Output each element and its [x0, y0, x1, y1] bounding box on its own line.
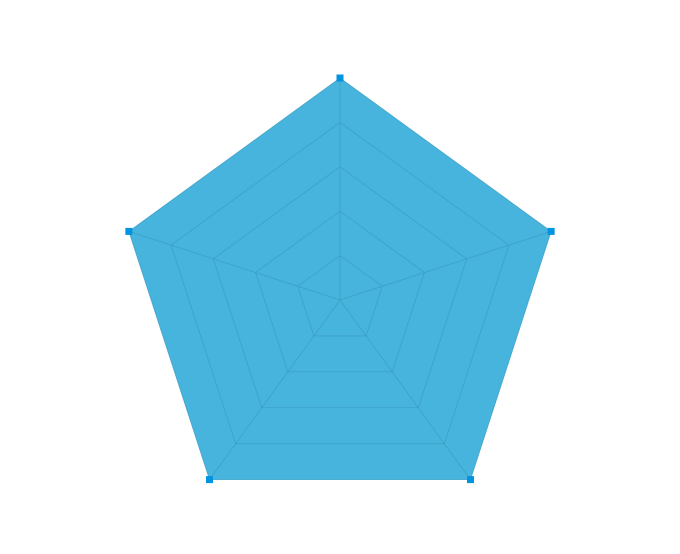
axis-line: [209, 299, 341, 480]
data-point: [547, 227, 555, 235]
axis-line: [128, 231, 341, 301]
data-point: [336, 74, 344, 82]
grid-ring: [255, 210, 425, 373]
data-point: [125, 227, 133, 235]
data-point: [206, 476, 214, 484]
axis-line: [339, 299, 471, 480]
grid-ring: [297, 255, 383, 337]
grid-ring: [170, 121, 510, 445]
axis-line: [339, 231, 552, 301]
grid-ring: [128, 77, 552, 481]
grid-ring: [212, 166, 468, 409]
data-point: [466, 476, 474, 484]
